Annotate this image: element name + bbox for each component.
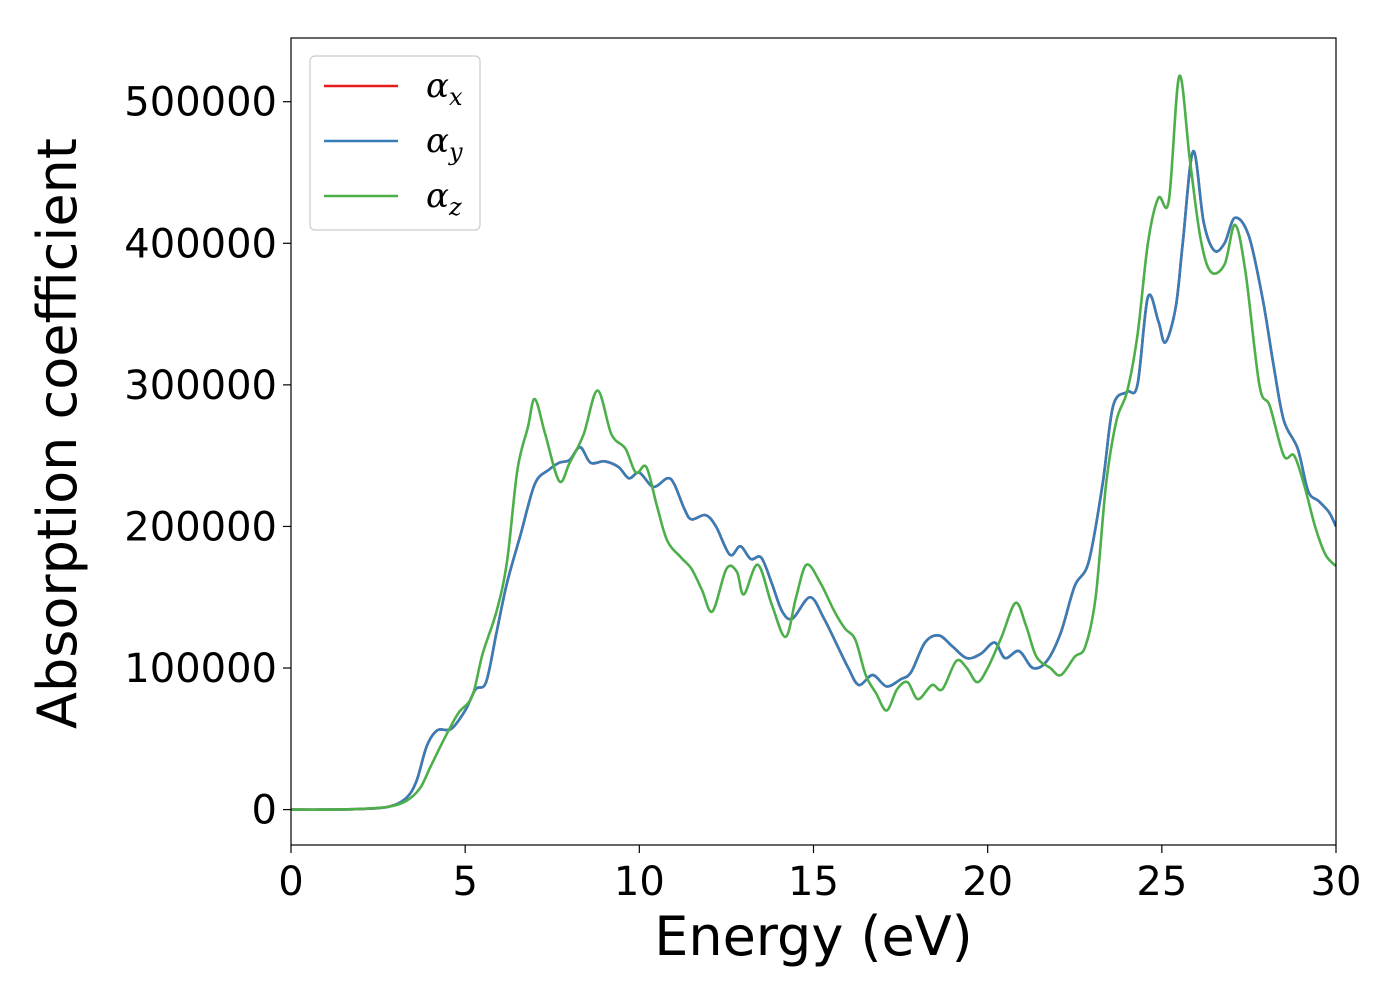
x-tick-label: 5 bbox=[452, 859, 477, 905]
y-tick-label: 300000 bbox=[124, 363, 277, 409]
series-line-y bbox=[291, 149, 1336, 811]
y-tick-label: 400000 bbox=[124, 221, 277, 267]
x-tick-label: 15 bbox=[788, 859, 839, 905]
x-tick-label: 0 bbox=[278, 859, 303, 905]
plot-lines bbox=[291, 74, 1336, 811]
x-tick-label: 20 bbox=[962, 859, 1013, 905]
y-tick-label: 100000 bbox=[124, 646, 277, 692]
x-axis-title: Energy (eV) bbox=[654, 905, 973, 968]
series-line-z bbox=[291, 74, 1336, 811]
y-tick-label: 500000 bbox=[124, 80, 277, 126]
y-axis-title: Absorption coefficient bbox=[26, 138, 89, 729]
series-line-x bbox=[291, 149, 1336, 811]
legend-box bbox=[309, 55, 481, 231]
x-tick-label: 10 bbox=[614, 859, 665, 905]
x-tick-label: 25 bbox=[1136, 859, 1187, 905]
y-tick-label: 200000 bbox=[124, 504, 277, 550]
y-tick-label: 0 bbox=[252, 788, 277, 834]
x-tick-label: 30 bbox=[1311, 859, 1362, 905]
y-axis-ticks: 0 100000 200000 300000 400000 500000 bbox=[124, 80, 291, 834]
x-axis-ticks: 0 5 10 15 20 25 30 bbox=[278, 845, 1361, 905]
